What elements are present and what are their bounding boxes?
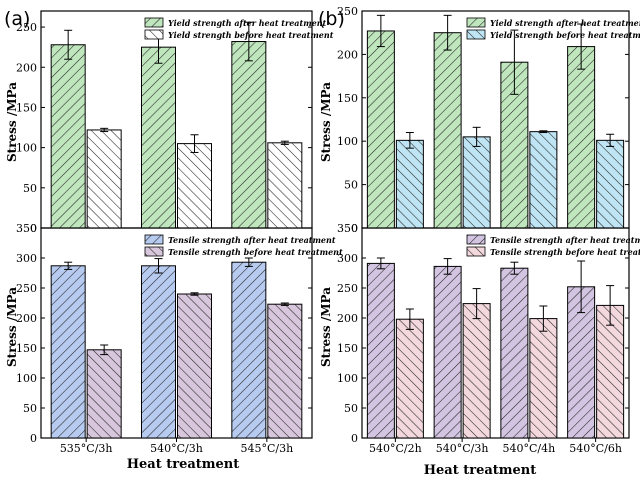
b-bottom-ytick-label: 0 [351, 432, 358, 445]
a-bottom-bar [50, 265, 86, 439]
a-top-bar [86, 129, 122, 229]
b-bottom-ytick-label: 200 [337, 312, 358, 325]
a-bottom-legend-label: Tensile strength after heat treatment [168, 235, 336, 245]
a-top-bar [267, 142, 303, 229]
a-top-legend-label: Yield strength before heat treatment [168, 30, 334, 40]
b-top-legend-label: Yield strength after heat treatment [490, 18, 640, 28]
b-category-label: 540°C/6h [569, 442, 622, 455]
a-bottom-bar [267, 303, 303, 439]
a-top-ytick-label: 150 [16, 101, 37, 114]
a-top-bar [231, 41, 267, 229]
b-bottom-bar [395, 318, 424, 439]
a-bottom-ytick-label: 0 [30, 432, 37, 445]
a-top-bar [177, 143, 212, 229]
a-top-ytick-label: 50 [23, 182, 37, 195]
a-bottom-ytick-label: 300 [16, 252, 37, 265]
b-bottom-legend-swatch [466, 246, 486, 257]
b-top-bar [529, 131, 558, 229]
b-top-ytick-label: 200 [337, 48, 358, 61]
a-top-legend-swatch [144, 29, 164, 40]
a-top-bar [141, 46, 176, 229]
a-bottom-bar [141, 265, 176, 439]
a-bottom-ytick-label: 150 [16, 342, 37, 355]
b-top-legend-swatch [466, 29, 486, 40]
a-bottom-ytick-label: 100 [16, 372, 37, 385]
a-bottom-legend-label: Tensile strength before heat treatment [168, 247, 343, 257]
b-xlabel: Heat treatment [424, 463, 537, 478]
a-top-legend-swatch [144, 17, 164, 28]
a-xlabel: Heat treatment [127, 457, 240, 472]
b-bottom-ytick-label: 100 [337, 372, 358, 385]
b-top-ytick-label: 150 [337, 92, 358, 105]
b-top-ytick-label: 50 [344, 179, 358, 192]
a-bottom-ylabel: Stress /MPa [5, 287, 19, 367]
a-top-legend-label: Yield strength after heat treatment [168, 18, 327, 28]
b-bottom-legend-label: Tensile strength before heat treatment [490, 247, 640, 257]
b-top-legend-swatch [466, 17, 486, 28]
a-top-ytick-label: 200 [16, 61, 37, 74]
a-bottom-bar [177, 293, 212, 439]
b-top-ytick-label: 250 [337, 5, 358, 18]
b-bottom-ytick-label: 250 [337, 282, 358, 295]
b-top-bar [596, 139, 625, 229]
b-top-bar [567, 46, 596, 229]
b-bottom-bar [529, 318, 558, 439]
b-top-bar [395, 139, 424, 229]
a-bottom-legend-swatch [144, 234, 164, 245]
b-bottom-bar [462, 303, 491, 439]
b-bottom-legend-swatch [466, 234, 486, 245]
a-bottom-ytick-label: 50 [23, 402, 37, 415]
b-top-legend-label: Yield strength before heat treatment [490, 30, 640, 40]
b-bottom-bar [366, 262, 395, 439]
b-top-ytick-label: 0 [351, 222, 358, 235]
a-top-ytick-label: 100 [16, 142, 37, 155]
a-top-bar [50, 44, 86, 229]
panel-a-label: (a) [4, 8, 30, 30]
panel-b-label: (b) [318, 8, 345, 30]
b-bottom-ytick-label: 350 [337, 222, 358, 235]
b-bottom-bar [596, 304, 625, 439]
b-bottom-legend-label: Tensile strength after heat treatment [490, 235, 640, 245]
a-category-label: 540°C/3h [150, 442, 203, 455]
b-category-label: 540°C/4h [503, 442, 556, 455]
b-category-label: 540°C/3h [436, 442, 489, 455]
b-bottom-ytick-label: 50 [344, 402, 358, 415]
a-category-label: 545°C/3h [240, 442, 293, 455]
b-top-bar [433, 32, 462, 229]
a-top-ytick-label: 0 [30, 222, 37, 235]
b-bottom-axes-frame [361, 227, 630, 439]
a-bottom-ytick-label: 250 [16, 282, 37, 295]
a-category-label: 535°C/3h [60, 442, 113, 455]
a-bottom-ytick-label: 350 [16, 222, 37, 235]
b-bottom-ytick-label: 300 [337, 252, 358, 265]
a-top-ylabel: Stress /MPa [5, 82, 19, 162]
a-top-ytick-label: 250 [16, 21, 37, 34]
b-top-bar [366, 30, 395, 229]
b-bottom-ytick-label: 150 [337, 342, 358, 355]
b-category-label: 540°C/2h [369, 442, 422, 455]
b-bottom-bar [433, 265, 462, 439]
b-top-ylabel: Stress /MPa [319, 82, 333, 162]
b-bottom-bar [500, 267, 529, 439]
b-bottom-ylabel: Stress /MPa [319, 287, 333, 367]
a-bottom-bar [231, 261, 267, 439]
a-bottom-legend-swatch [144, 246, 164, 257]
a-bottom-ytick-label: 200 [16, 312, 37, 325]
b-top-ytick-label: 100 [337, 135, 358, 148]
b-top-bar [462, 136, 491, 229]
a-bottom-bar [86, 349, 122, 439]
